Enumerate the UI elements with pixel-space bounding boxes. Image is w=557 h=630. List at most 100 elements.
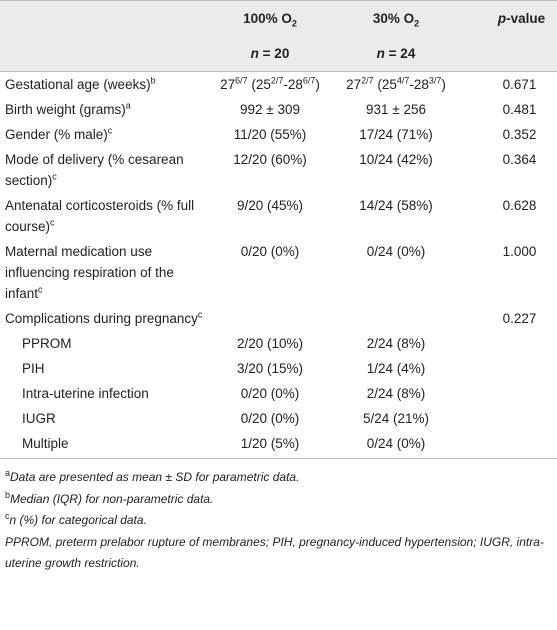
text-run: -28: [283, 77, 303, 92]
table-row: Antenatal corticosteroids (% full course…: [0, 193, 557, 239]
p-value: [462, 331, 557, 356]
italic-text: n: [250, 46, 259, 61]
group1-value: 0/20 (0%): [240, 411, 300, 426]
supscript: b: [5, 489, 11, 500]
supscript: c: [107, 125, 113, 136]
italic-text: p: [497, 11, 507, 26]
p-value: [462, 356, 557, 381]
text-run: 30% O: [372, 11, 415, 26]
row-label: Gender (% male)c: [0, 122, 210, 147]
sub-row: PPROM 2/20 (10%) 2/24 (8%): [0, 331, 557, 356]
group2-value: 931 ± 256: [366, 102, 426, 117]
group1-value: 0/20 (0%): [240, 244, 300, 259]
row-label: Complications during pregnancyc: [0, 306, 210, 331]
text-run: Maternal medication use influencing resp…: [5, 244, 174, 301]
group1-value: 9/20 (45%): [236, 198, 304, 213]
group-n: n = 20: [210, 36, 330, 72]
group1-value: 12/20 (60%): [233, 152, 307, 167]
row-label: Multiple: [22, 436, 69, 451]
supscript: c: [38, 284, 43, 295]
table-header: 100% O2 30% O2 p-value n = 20 n = 24: [0, 0, 557, 72]
row-label: Antenatal corticosteroids (% full course…: [0, 193, 210, 239]
group1-value: 2/20 (10%): [236, 336, 304, 351]
italic-text: n: [376, 46, 385, 61]
italic-text: Data are presented as mean ± SD for para…: [10, 470, 300, 484]
group2-value: [330, 306, 462, 331]
sub-row: Multiple 1/20 (5%) 0/24 (0%): [0, 431, 557, 459]
text-run: Antenatal corticosteroids (% full course…: [5, 198, 195, 234]
subscript: 2: [291, 18, 297, 29]
text-run: (25: [247, 77, 271, 92]
supscript: 2/7: [270, 75, 284, 86]
group-n: n = 24: [330, 36, 462, 72]
p-value: 0.671: [502, 77, 537, 92]
italic-text: PPROM, preterm prelabor rupture of membr…: [5, 534, 544, 571]
subscript: 2: [414, 18, 420, 29]
p-value: 0.481: [502, 102, 537, 117]
supscript: c: [50, 217, 55, 228]
header-row: 100% O2 30% O2 p-value: [0, 0, 557, 37]
group-label: 30% O2: [330, 1, 462, 37]
supscript: c: [52, 171, 57, 182]
table-body: Gestational age (weeks)b 276/7 (252/7-286…: [0, 72, 557, 459]
p-value-header: p-value: [462, 1, 557, 37]
text-run: -28: [409, 77, 429, 92]
supscript: c: [197, 309, 203, 320]
group2-value: 5/24 (21%): [362, 411, 430, 426]
group1-value: 1/20 (5%): [240, 436, 300, 451]
row-label: Maternal medication use influencing resp…: [0, 239, 210, 306]
group1-value: 276/7 (252/7-286/7): [210, 72, 330, 98]
group2-value: 14/24 (58%): [359, 198, 433, 213]
p-value: 0.364: [502, 152, 537, 167]
group1-value: 0/20 (0%): [240, 386, 300, 401]
text-run: 27: [220, 77, 236, 92]
p-value: 0.352: [502, 127, 537, 142]
p-value: [462, 406, 557, 431]
header-cell: [0, 36, 210, 72]
table-row: Birth weight (grams)a 992 ± 309 931 ± 256 0…: [0, 97, 557, 122]
supscript: c: [5, 511, 10, 521]
text-run: Complications during pregnancy: [5, 311, 198, 326]
supscript: b: [150, 75, 156, 86]
group1-value: [210, 306, 330, 331]
group2-value: 17/24 (71%): [359, 127, 433, 142]
text-run: = 20: [258, 46, 290, 61]
footnote: aData are presented as mean ± SD for par…: [5, 467, 552, 489]
group2-value: 0/24 (0%): [366, 436, 426, 451]
group2-value: 10/24 (42%): [359, 152, 433, 167]
supscript: a: [5, 468, 11, 478]
table-row: Maternal medication use influencing resp…: [0, 239, 557, 306]
sub-row: PIH 3/20 (15%) 1/24 (4%): [0, 356, 557, 381]
row-label: Gestational age (weeks)b: [0, 72, 210, 98]
supscript: 3/7: [428, 75, 442, 86]
text-run: (25: [373, 77, 397, 92]
row-label: Intra-uterine infection: [22, 386, 149, 401]
supscript: 6/7: [302, 75, 316, 86]
row-label: Mode of delivery (% cesarean section)c: [0, 147, 210, 193]
p-value: [462, 431, 557, 459]
group1-value: 3/20 (15%): [236, 361, 304, 376]
group1-value: 992 ± 309: [240, 102, 300, 117]
group2-value: 272/7 (254/7-283/7): [330, 72, 462, 98]
supscript: a: [125, 100, 131, 111]
text-run: ): [441, 77, 446, 92]
footnote: bMedian (IQR) for non-parametric data.: [5, 489, 552, 511]
text-run: -value: [506, 11, 546, 26]
row-label: PPROM: [22, 336, 72, 351]
table-row: Gestational age (weeks)b 276/7 (252/7-286…: [0, 72, 557, 98]
italic-text: n (%) for categorical data.: [9, 513, 147, 527]
p-value: 0.628: [502, 198, 537, 213]
italic-text: Median (IQR) for non-parametric data.: [10, 491, 214, 506]
text-run: ): [315, 77, 320, 92]
text-run: = 24: [384, 46, 416, 61]
table-row: Complications during pregnancyc 0.227: [0, 306, 557, 331]
data-table: 100% O2 30% O2 p-value n = 20 n = 24 Gestati…: [0, 0, 557, 459]
sub-row: IUGR 0/20 (0%) 5/24 (21%): [0, 406, 557, 431]
text-run: Birth weight (grams): [5, 102, 126, 117]
header-row: n = 20 n = 24: [0, 36, 557, 72]
group1-value: 11/20 (55%): [233, 127, 307, 142]
supscript: 6/7: [235, 75, 248, 86]
group2-value: 0/24 (0%): [366, 244, 426, 259]
group-label: 100% O2: [210, 1, 330, 37]
